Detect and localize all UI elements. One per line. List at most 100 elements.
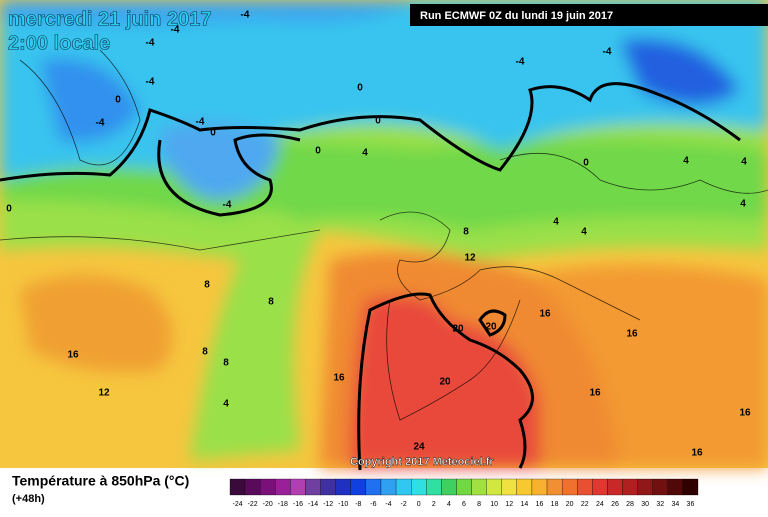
colorbar-swatch	[244, 478, 261, 496]
contour-label: 16	[589, 388, 601, 399]
colorbar-label: -10	[338, 501, 348, 508]
contour-label: 24	[413, 442, 425, 453]
colorbar-label: 12	[505, 501, 513, 508]
colorbar-label: 34	[671, 501, 679, 508]
colorbar-swatch	[320, 478, 336, 496]
contour-label: 0	[583, 158, 589, 169]
colorbar-label: 24	[596, 501, 604, 508]
colorbar-label: -12	[323, 501, 333, 508]
colorbar-label: -22	[248, 501, 258, 508]
contour-label: 4	[740, 199, 746, 210]
contour-label: 8	[204, 280, 210, 291]
contour-label: 4	[581, 227, 587, 238]
contour-label: 8	[202, 347, 208, 358]
contour-label: -4	[146, 38, 155, 49]
colorbar-label: -6	[370, 501, 376, 508]
lead-time: (+48h)	[12, 493, 45, 505]
colorbar-swatch	[335, 478, 351, 496]
colorbar-swatch	[305, 478, 321, 496]
colorbar-label: -8	[355, 501, 361, 508]
run-info: Run ECMWF 0Z du lundi 19 juin 2017	[420, 10, 613, 22]
colorbar-swatch	[395, 478, 412, 496]
colorbar-label: 36	[687, 501, 695, 508]
contour-label: 16	[691, 448, 703, 459]
contour-label: -4	[516, 57, 525, 68]
contour-label: 12	[464, 253, 476, 264]
contour-labels: -4 -4 -4 -4 -4 -4 -4 -4 -4 0 0 0 0 0 0 0 4 4 4 4 4 4 8 12 8 8 8 8 4 1…	[6, 10, 751, 459]
colorbar-swatch	[622, 478, 638, 496]
colorbar-label: 10	[490, 501, 498, 508]
contour-label: 16	[67, 350, 79, 361]
legend-title: Température à 850hPa (°C)	[12, 473, 189, 489]
colorbar-swatch	[380, 478, 397, 496]
colorbar-label: -20	[263, 501, 273, 508]
map-time: 2:00 locale	[8, 32, 110, 54]
colorbar-swatch	[411, 478, 427, 496]
contour-label: 4	[362, 148, 368, 159]
coastlines	[0, 49, 768, 421]
contour-label: -4	[223, 200, 232, 211]
contour-label: -4	[196, 117, 205, 128]
colorbar-label: 14	[520, 501, 528, 508]
colorbar-swatch	[350, 478, 367, 496]
colorbar-label: -18	[278, 501, 288, 508]
colorbar-label: 0	[417, 501, 421, 508]
contour-label: 0	[6, 204, 12, 215]
colorbar-swatch	[531, 478, 548, 496]
contour-label: -4	[96, 118, 105, 129]
colorbar-swatch	[426, 478, 442, 496]
colorbar-swatch	[486, 478, 502, 496]
colorbar-swatch	[592, 478, 608, 496]
contours	[0, 82, 741, 471]
contour-label: -4	[241, 10, 250, 21]
colorbar-label: 28	[626, 501, 634, 508]
contour-label: 0	[357, 83, 363, 94]
colorbar-label: 6	[462, 501, 466, 508]
colorbar-label: 16	[536, 501, 544, 508]
map-date: mercredi 21 juin 2017	[8, 8, 211, 30]
colorbar-swatch	[546, 478, 563, 496]
colorbar-swatch	[456, 478, 472, 496]
colorbar-swatch	[577, 478, 593, 496]
colorbar-swatch	[441, 478, 457, 496]
colorbar-label: -24	[232, 501, 242, 508]
colorbar-label: 26	[611, 501, 619, 508]
contour-label: 12	[98, 388, 110, 399]
colorbar-swatch	[471, 478, 487, 496]
colorbar-label: 18	[551, 501, 559, 508]
colorbar-label: 8	[477, 501, 481, 508]
contour-label: 8	[223, 358, 229, 369]
contour-label: 0	[210, 128, 216, 139]
colorbar-swatch	[667, 478, 684, 496]
contour-label: -4	[171, 25, 180, 36]
contour-label: 20	[452, 324, 464, 335]
colorbar-swatch	[501, 478, 517, 496]
colorbar-label: -16	[293, 501, 303, 508]
colorbar-swatch	[516, 478, 533, 496]
colorbar-swatch	[682, 478, 699, 496]
contour-label: 16	[539, 309, 551, 320]
contour-label: 8	[268, 297, 274, 308]
colorbar-swatch	[290, 478, 306, 496]
colorbar-label: -2	[400, 501, 406, 508]
colorbar-swatch	[275, 478, 291, 496]
contour-label: 0	[375, 116, 381, 127]
contour-label: 4	[223, 399, 229, 410]
contour-label: 20	[439, 377, 451, 388]
contour-label: 20	[485, 322, 497, 333]
colorbar-label: 2	[432, 501, 436, 508]
contour-label: 4	[553, 217, 559, 228]
contour-label: 4	[683, 156, 689, 167]
colorbar-label: 30	[641, 501, 649, 508]
colorbar-label: -14	[308, 501, 318, 508]
colorbar: -24 -22 -20 -18 -16 -14 -12 -10 -8 -6 -4 -2 0 2 4 6 8 10 1…	[229, 478, 699, 508]
colorbar-label: 22	[581, 501, 589, 508]
contour-label: -4	[603, 47, 612, 58]
contour-label: 0	[315, 146, 321, 157]
colorbar-label: -4	[385, 501, 391, 508]
colorbar-swatch	[365, 478, 382, 496]
colorbar-label: 20	[566, 501, 574, 508]
map: -4 -4 -4 -4 -4 -4 -4 -4 -4 0 0 0 0 0 0 0 4 4 4 4 4 4 8 12 8 8 8 8 4 1…	[0, 0, 768, 471]
contour-label: 0	[115, 95, 121, 106]
